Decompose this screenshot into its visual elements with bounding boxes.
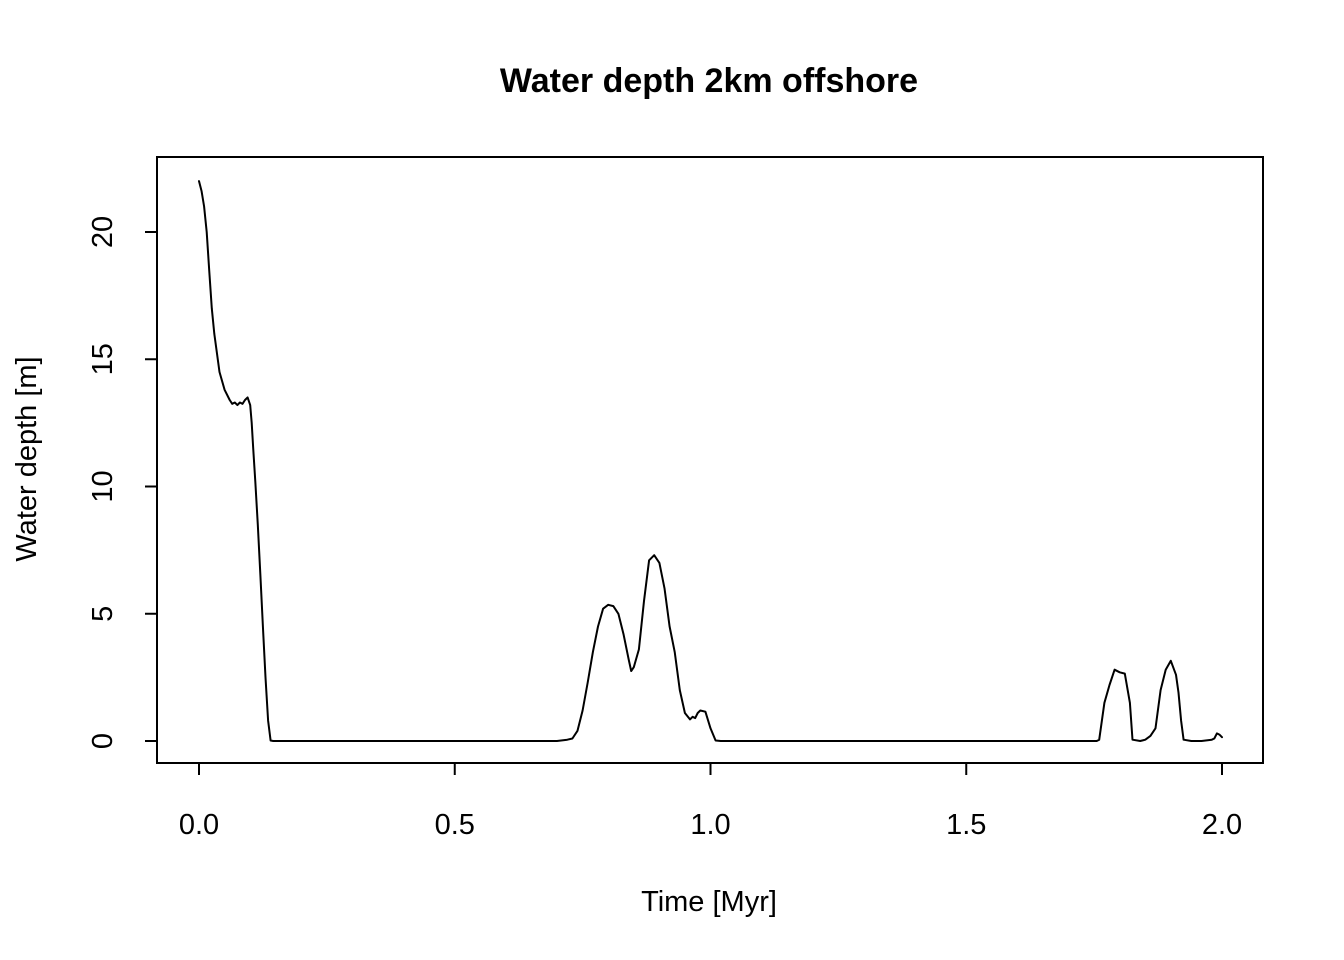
chart-title: Water depth 2km offshore: [500, 62, 918, 100]
y-tick-label: 15: [87, 343, 119, 375]
x-axis-label: Time [Myr]: [641, 886, 777, 918]
y-tick-label: 0: [87, 733, 119, 749]
y-axis-label: Water depth [m]: [11, 356, 43, 561]
plot-frame: [156, 156, 1264, 764]
x-tick-label: 0.0: [179, 809, 219, 841]
x-tick-label: 1.5: [946, 809, 986, 841]
x-axis: 0.0 0.5 1.0 1.5 2.0: [179, 762, 1242, 841]
series-layer: [198, 180, 1223, 742]
x-tick-label: 0.5: [435, 809, 475, 841]
x-tick-label: 1.0: [690, 809, 730, 841]
x-tick-label: 2.0: [1202, 809, 1242, 841]
y-tick-label: 5: [87, 606, 119, 622]
y-tick-label: 20: [87, 216, 119, 248]
water-depth-line: [198, 180, 1223, 742]
y-axis: 0 5 10 15 20: [87, 216, 158, 749]
y-tick-label: 10: [87, 470, 119, 502]
